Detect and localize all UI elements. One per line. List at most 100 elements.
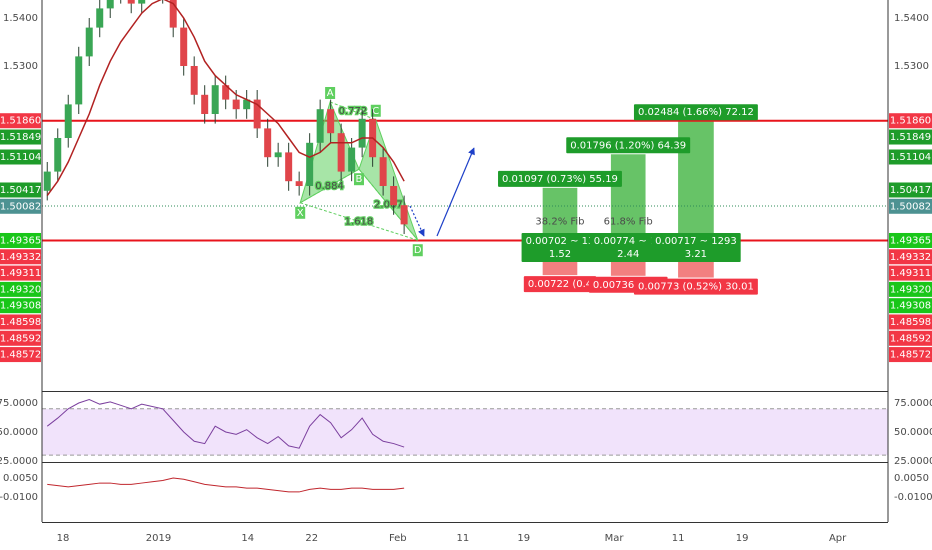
candle-body — [316, 109, 324, 143]
price-tag — [0, 265, 41, 281]
price-tag-label: 1.48592 — [0, 333, 41, 344]
price-tag-label: 1.49308 — [0, 301, 41, 312]
y-tick-label: 1.5300 — [3, 61, 38, 72]
price-tag-label: 1.49320 — [0, 284, 41, 295]
candle-body — [127, 0, 135, 4]
candle-body — [390, 185, 398, 206]
price-tag — [889, 281, 932, 297]
candle-body — [190, 65, 198, 95]
label-box — [633, 278, 758, 295]
price-tag — [889, 149, 932, 165]
candle-body — [54, 137, 62, 172]
price-tag — [889, 298, 932, 314]
price-tag — [0, 249, 41, 265]
price-tag-label: 1.48572 — [0, 350, 41, 361]
price-tag-label: 1.50417 — [890, 185, 931, 196]
candle-body — [64, 104, 72, 138]
price-tag — [889, 330, 932, 346]
price-tag-label: 1.51860 — [890, 116, 931, 127]
price-tag-label: 1.48572 — [890, 350, 931, 361]
price-tag-label: 1.51849 — [0, 132, 41, 143]
label-text: 0.00773 (0.52%) 30.01 — [638, 282, 754, 293]
y-tick-label: -0.0100 — [894, 492, 932, 503]
label-box — [498, 170, 622, 187]
price-tag — [0, 129, 41, 145]
pattern-ratio-line — [300, 202, 418, 241]
band — [42, 408, 888, 456]
x-tick-label: Apr — [829, 533, 847, 544]
label-box — [651, 232, 741, 262]
candle-body — [43, 171, 51, 191]
pattern-ratio: 0.772 — [339, 106, 368, 117]
candle-body — [243, 99, 251, 110]
y-tick-label: 25.0000 — [0, 456, 38, 467]
pattern-ratio: 0.884 — [315, 181, 344, 192]
y-tick-label: 1.5300 — [894, 61, 929, 72]
x-tick-label: 11 — [457, 533, 470, 544]
x-tick-label: Mar — [605, 533, 625, 544]
y-tick-label: 0.0050 — [894, 473, 929, 484]
price-tag — [889, 113, 932, 129]
indicator-line — [46, 398, 405, 449]
y-tick-label: 0.0050 — [3, 473, 38, 484]
candle-body — [232, 99, 240, 110]
x-tick-label: 22 — [305, 533, 318, 544]
price-tag-label: 1.49308 — [890, 301, 931, 312]
label-text: 0.01097 (0.73%) 55.19 — [502, 174, 618, 185]
candle-body — [253, 99, 261, 129]
x-tick-label: 19 — [736, 533, 749, 544]
price-tag-label: 1.49332 — [0, 252, 41, 263]
label-text: 0.00717 ~ 1293 — [655, 236, 737, 247]
label-box — [566, 137, 691, 154]
candle-body — [75, 56, 83, 105]
y-tick-label: 1.5400 — [894, 13, 929, 24]
price-tag — [0, 182, 41, 198]
price-tag-label: 1.49320 — [890, 284, 931, 295]
pattern-ratio-line — [329, 101, 376, 121]
moving-average — [46, 0, 405, 197]
x-tick-label: Feb — [389, 533, 407, 544]
y-tick-label: 75.0000 — [0, 398, 38, 409]
candle-body — [379, 157, 387, 186]
pattern-point-box — [353, 173, 364, 186]
label-text: 0.00722 (0.4 — [528, 279, 592, 290]
price-tag — [889, 198, 932, 214]
pattern-ratio: 2.067 — [374, 200, 403, 211]
candle-body — [358, 118, 366, 148]
pattern-point-box — [370, 104, 381, 117]
price-tag — [889, 265, 932, 281]
price-tag — [0, 298, 41, 314]
pattern-point-box — [412, 244, 423, 257]
label-text: 0.00702 ~ 13 — [526, 236, 595, 247]
label-box — [521, 232, 599, 262]
pattern-ratio-line — [299, 168, 360, 204]
x-tick-label: 19 — [517, 533, 530, 544]
label-text: 1.52 — [549, 249, 571, 260]
frame — [41, 0, 889, 523]
label-box — [523, 276, 597, 293]
price-tag — [889, 249, 932, 265]
candle-body — [211, 85, 219, 114]
candle-body — [222, 85, 230, 100]
price-tag-label: 1.51104 — [0, 152, 41, 163]
price-tag — [0, 113, 41, 129]
candle-body — [295, 181, 303, 186]
price-tag — [0, 314, 41, 330]
x-tick-label: 18 — [57, 533, 70, 544]
price-tag — [0, 347, 41, 363]
candle-body — [337, 133, 345, 172]
pattern-ratio: 1.618 — [345, 217, 374, 228]
candle-body — [138, 0, 146, 4]
price-tag — [0, 198, 41, 214]
candle-body — [106, 0, 114, 9]
price-tag-label: 1.49332 — [890, 252, 931, 263]
price-tag-label: 1.48598 — [0, 317, 41, 328]
price-tag — [0, 330, 41, 346]
price-tag — [889, 129, 932, 145]
label-text: 0.01796 (1.20%) 64.39 — [570, 140, 686, 151]
label-text: 0.00774 ~ 13 — [594, 236, 663, 247]
candle-body — [400, 205, 408, 225]
pattern-point-label: X — [297, 208, 304, 219]
